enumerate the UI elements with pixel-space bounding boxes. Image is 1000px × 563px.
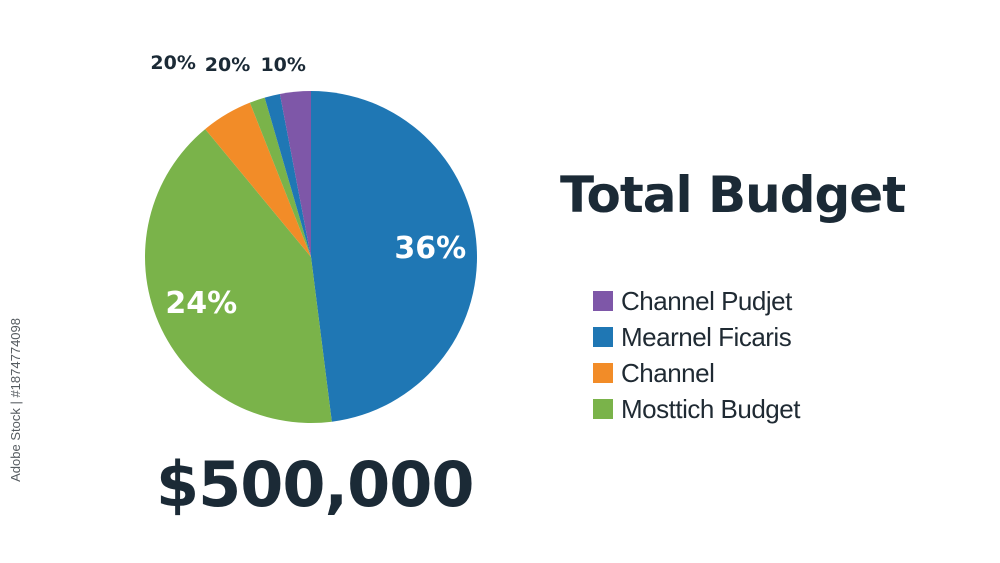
pie-slice [311,91,477,422]
legend-label: Mosttich Budget [621,393,800,424]
legend-label: Mearnel Ficaris [621,321,792,352]
legend-label: Channel [621,357,715,388]
pie-slice [145,129,332,424]
legend-swatch [593,399,613,419]
pie-slice [205,102,311,257]
pie-slice [264,93,311,258]
pie-slice-label: 20% [205,54,250,76]
legend-item: Channel Pudjet [593,283,973,319]
legend-item: Mosttich Budget [593,391,973,427]
pie-slice-label: 24% [165,286,237,321]
chart-title: Total Budget [560,166,906,224]
pie-slice-label: 10% [260,54,305,76]
pie-slice [279,91,311,257]
pie-slices [145,91,477,424]
legend-swatch [593,363,613,383]
pie-slice-label: 36% [394,231,466,266]
stock-id-watermark: Adobe Stock | #1874774098 [8,318,23,482]
legend-swatch [593,291,613,311]
total-budget-amount: $500,000 [156,448,475,521]
pie-slice-labels: 36% 24% 20% 20% 10% [150,52,466,321]
legend: Channel Pudjet Mearnel Ficaris Channel M… [593,283,973,427]
legend-item: Mearnel Ficaris [593,319,973,355]
pie-slice [249,97,311,257]
legend-swatch [593,327,613,347]
pie-slice-label: 20% [150,52,195,74]
legend-item: Channel [593,355,973,391]
legend-label: Channel Pudjet [621,285,792,316]
